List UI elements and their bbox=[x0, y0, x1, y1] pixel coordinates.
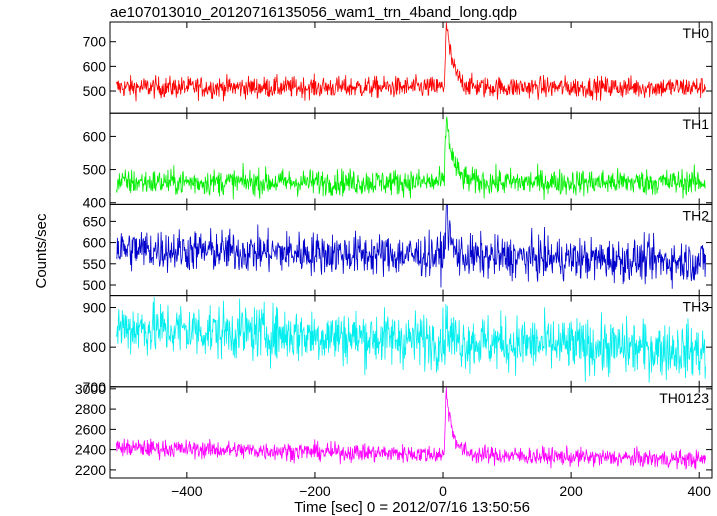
series-line-th0 bbox=[116, 22, 706, 102]
panel-th2: 500 550 600 650 TH2 bbox=[83, 203, 713, 297]
x-axis: −400 −200 0 200 400 bbox=[171, 483, 711, 499]
y-axis-label: Counts/sec bbox=[33, 213, 50, 289]
y-tick-label: 900 bbox=[83, 299, 107, 315]
y-tick-label: 2400 bbox=[75, 442, 106, 458]
y-tick-label: 2200 bbox=[75, 462, 106, 478]
series-line-th0123 bbox=[116, 387, 706, 470]
series-line-th2 bbox=[116, 204, 706, 289]
panel-label-th2: TH2 bbox=[683, 207, 710, 223]
panels-group: 500 600 700 TH0 400 500 600 TH1 500 550 600 650 TH2 7… bbox=[75, 21, 713, 479]
y-tick-label: 400 bbox=[83, 195, 107, 211]
x-tick-label: 0 bbox=[439, 483, 447, 499]
series-line-th1 bbox=[116, 116, 706, 200]
y-tick-label: 500 bbox=[83, 277, 107, 293]
y-tick-label: 550 bbox=[83, 256, 107, 272]
panel-label-th3: TH3 bbox=[683, 299, 710, 315]
y-tick-label: 600 bbox=[83, 58, 107, 74]
y-tick-label: 600 bbox=[83, 128, 107, 144]
y-tick-label: 700 bbox=[83, 379, 107, 395]
panel-th3: 700 800 900 TH3 bbox=[83, 295, 713, 395]
x-tick-label: −400 bbox=[171, 483, 203, 499]
x-tick-label: 200 bbox=[559, 483, 583, 499]
panel-th1: 400 500 600 TH1 bbox=[83, 112, 713, 211]
x-tick-label: 400 bbox=[688, 483, 712, 499]
x-tick-label: −200 bbox=[299, 483, 331, 499]
y-tick-label: 700 bbox=[83, 34, 107, 50]
series-line-th3 bbox=[116, 297, 706, 383]
panel-label-th1: TH1 bbox=[683, 116, 710, 132]
panel-th0: 500 600 700 TH0 bbox=[83, 21, 713, 114]
panel-frame bbox=[109, 21, 713, 114]
panel-frame bbox=[109, 386, 713, 479]
y-tick-label: 500 bbox=[83, 83, 107, 99]
x-axis-label: Time [sec] 0 = 2012/07/16 13:50:56 bbox=[294, 499, 530, 516]
y-tick-label: 500 bbox=[83, 162, 107, 178]
y-tick-label: 2800 bbox=[75, 401, 106, 417]
panel-th0123: 2200 2400 2600 2800 3000 TH0123 bbox=[75, 381, 713, 479]
y-tick-label: 3000 bbox=[75, 381, 106, 397]
chart-title: ae107013010_20120716135056_wam1_trn_4ban… bbox=[110, 4, 517, 21]
y-tick-label: 2600 bbox=[75, 421, 106, 437]
y-tick-label: 800 bbox=[83, 339, 107, 355]
panel-label-th0: TH0 bbox=[683, 25, 710, 41]
panel-label-th0123: TH0123 bbox=[659, 390, 709, 406]
y-tick-label: 600 bbox=[83, 235, 107, 251]
y-tick-label: 650 bbox=[83, 213, 107, 229]
